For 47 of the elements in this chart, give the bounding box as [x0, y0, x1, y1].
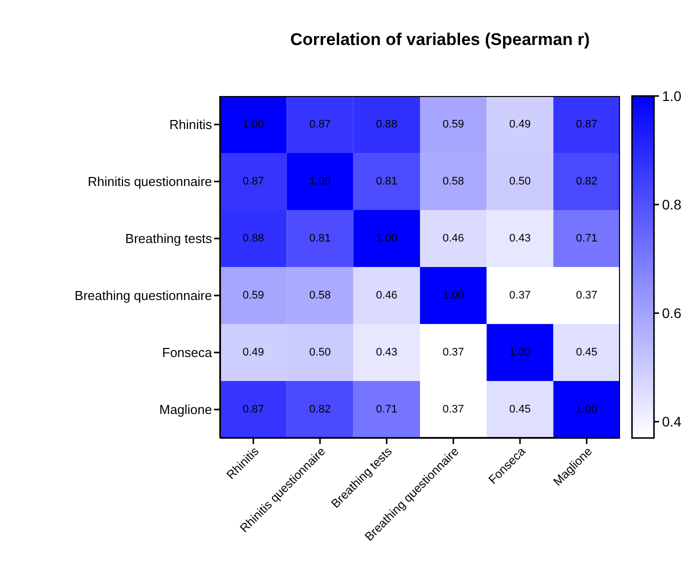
data-label: 0.49 — [509, 118, 531, 130]
data-label: 1.00 — [376, 232, 398, 244]
y-tick-label: Rhinitis — [169, 117, 212, 132]
data-label: 0.87 — [576, 118, 598, 130]
data-label: 0.87 — [309, 118, 331, 130]
data-label: 0.59 — [242, 290, 264, 302]
data-label: 1.00 — [509, 346, 531, 358]
data-label: 0.82 — [576, 176, 598, 188]
color-bar-label: 1.0 — [662, 88, 682, 104]
data-label: 0.37 — [442, 346, 464, 358]
color-bar-label: 0.6 — [662, 305, 682, 322]
data-label: 0.88 — [242, 232, 264, 244]
data-label: 0.81 — [376, 176, 398, 188]
y-tick-label: Rhinitis questionnaire — [88, 174, 212, 190]
data-label: 0.43 — [509, 232, 531, 244]
data-label: 0.37 — [509, 290, 531, 302]
y-tick-label: Breathing tests — [125, 231, 212, 246]
data-label: 0.87 — [242, 176, 264, 188]
color-bar-label: 0.4 — [662, 414, 682, 430]
data-label: 0.45 — [576, 346, 598, 358]
data-label: 0.46 — [376, 290, 398, 302]
data-label: 0.49 — [242, 346, 264, 358]
data-label: 0.45 — [509, 404, 531, 416]
data-label: 1.00 — [442, 290, 464, 302]
data-label: 0.82 — [309, 404, 331, 416]
chart-title: Correlation of variables (Spearman r) — [289, 30, 591, 50]
data-label: 0.58 — [309, 290, 331, 302]
data-label: 1.00 — [242, 118, 264, 130]
data-label: 0.50 — [509, 176, 531, 188]
data-label: 0.50 — [309, 346, 331, 358]
data-label: 1.00 — [576, 404, 598, 416]
data-label: 0.58 — [442, 176, 464, 188]
data-label: 0.88 — [376, 118, 398, 130]
data-label: 0.37 — [576, 290, 598, 302]
data-label: 0.71 — [576, 232, 598, 244]
data-label: 0.37 — [442, 404, 464, 416]
data-label: 0.43 — [376, 346, 398, 358]
y-tick-label: Breathing questionnaire — [74, 288, 212, 304]
data-label: 1.00 — [309, 176, 331, 188]
data-label: 0.71 — [376, 404, 398, 416]
y-tick-label: Fonseca — [162, 345, 213, 360]
data-label: 0.46 — [442, 232, 464, 244]
data-label: 0.87 — [242, 404, 264, 416]
y-tick-label: Maglione — [159, 402, 212, 418]
data-label: 0.81 — [309, 232, 331, 244]
color-bar-label: 0.8 — [662, 196, 682, 213]
data-label: 0.59 — [442, 118, 464, 130]
